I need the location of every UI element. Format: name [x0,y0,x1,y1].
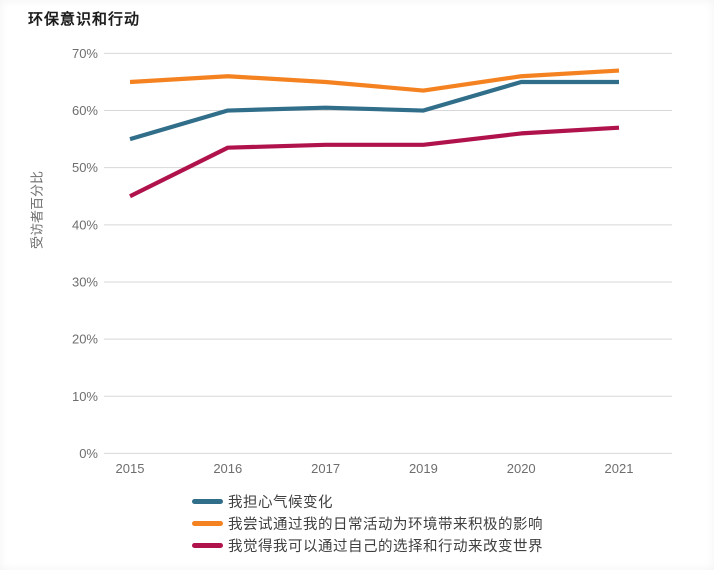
legend-item: 我尝试通过我的日常活动为环境带来积极的影响 [192,516,543,533]
x-tick-label: 2017 [311,461,340,476]
x-tick-label: 2015 [116,461,145,476]
x-tick-label: 2019 [409,461,438,476]
y-tick-label: 40% [72,217,98,232]
series-line-2 [129,125,620,199]
y-tick-label: 10% [72,389,98,404]
legend-label: 我担心气候变化 [228,495,333,511]
x-tick-label: 2016 [213,461,242,476]
chart-legend: 我担心气候变化我尝试通过我的日常活动为环境带来积极的影响 我觉得我可以通过自己的选… [192,494,543,555]
legend-label: 我觉得我可以通过自己的选择和行动来改变世界 [228,539,543,555]
y-tick-label: 70% [72,46,98,61]
y-tick-label: 60% [72,103,98,118]
x-tick-label: 2021 [605,461,634,476]
legend-swatch [192,499,223,504]
y-tick-label: 20% [72,332,98,347]
x-tick-label: 2020 [507,461,536,476]
legend-item: 我觉得我可以通过自己的选择和行动来改变世界 [192,538,543,555]
y-tick-label: 50% [72,160,98,175]
series-line-1 [129,68,620,93]
y-tick-label: 30% [72,274,98,289]
chart-title: 环保意识和行动 [28,11,141,28]
legend-item: 我担心气候变化 [192,494,543,511]
legend-swatch [192,521,223,526]
line-chart-canvas: 0% 10% 20% 30% 40% 50% 60% 70% 2015 2016 2017 2019 2… [72,46,672,476]
y-tick-label: 0% [79,446,98,461]
legend-swatch [192,543,223,548]
series-line-0 [129,79,619,142]
legend-label: 我尝试通过我的日常活动为环境带来积极的影响 [228,517,543,533]
